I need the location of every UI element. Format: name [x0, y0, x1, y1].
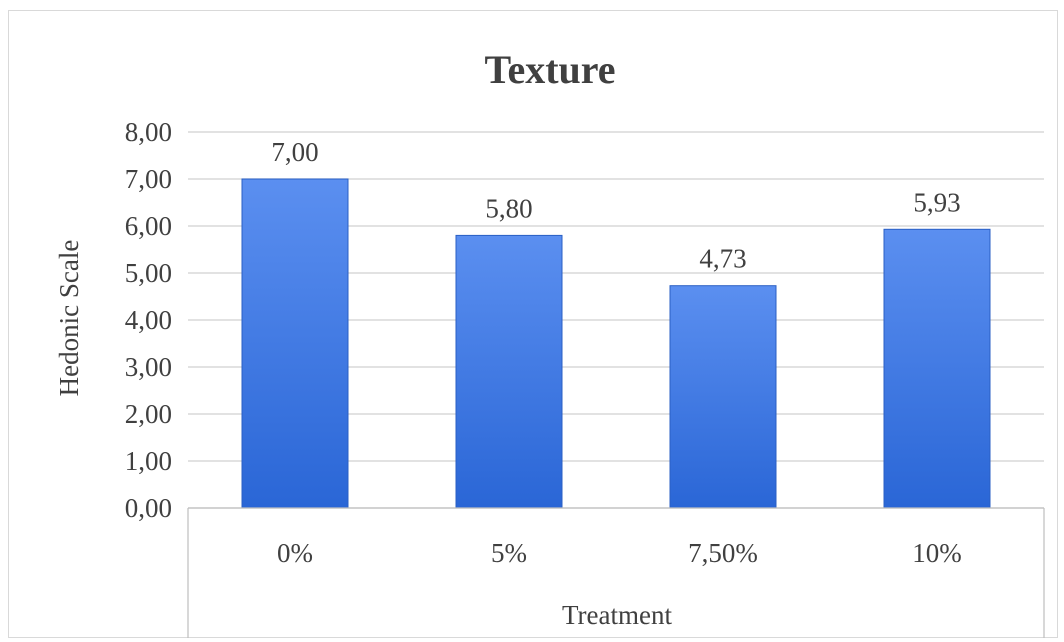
- bar: [455, 234, 563, 509]
- bar: [241, 178, 349, 509]
- y-tick-label: 1,00: [125, 446, 172, 476]
- x-category-label: 0%: [277, 538, 313, 568]
- x-category-label: 10%: [912, 538, 962, 568]
- chart-title: Texture: [484, 47, 615, 92]
- x-category-label: 7,50%: [688, 538, 758, 568]
- data-label: 5,80: [485, 193, 532, 223]
- data-labels: 7,00 5,80 4,73 5,93: [271, 137, 960, 274]
- y-tick-label: 6,00: [125, 211, 172, 241]
- bar: [669, 285, 777, 509]
- y-tick-label: 7,00: [125, 164, 172, 194]
- y-tick-label: 0,00: [125, 493, 172, 523]
- y-tick-label: 3,00: [125, 352, 172, 382]
- bar: [883, 228, 991, 509]
- y-axis-title: Hedonic Scale: [54, 240, 84, 397]
- x-axis-title: Treatment: [562, 600, 672, 630]
- x-category-labels: 0% 5% 7,50% 10%: [277, 538, 962, 568]
- x-category-label: 5%: [491, 538, 527, 568]
- data-label: 7,00: [271, 137, 318, 167]
- data-label: 4,73: [699, 244, 746, 274]
- y-tick-labels: 0,00 1,00 2,00 3,00 4,00 5,00 6,00 7,00 8,00: [125, 117, 172, 523]
- y-tick-label: 5,00: [125, 258, 172, 288]
- bars: [241, 178, 991, 509]
- y-tick-label: 4,00: [125, 305, 172, 335]
- data-label: 5,93: [913, 187, 960, 217]
- y-tick-label: 2,00: [125, 399, 172, 429]
- y-tick-label: 8,00: [125, 117, 172, 147]
- x-axis-table-lines: [187, 507, 1045, 638]
